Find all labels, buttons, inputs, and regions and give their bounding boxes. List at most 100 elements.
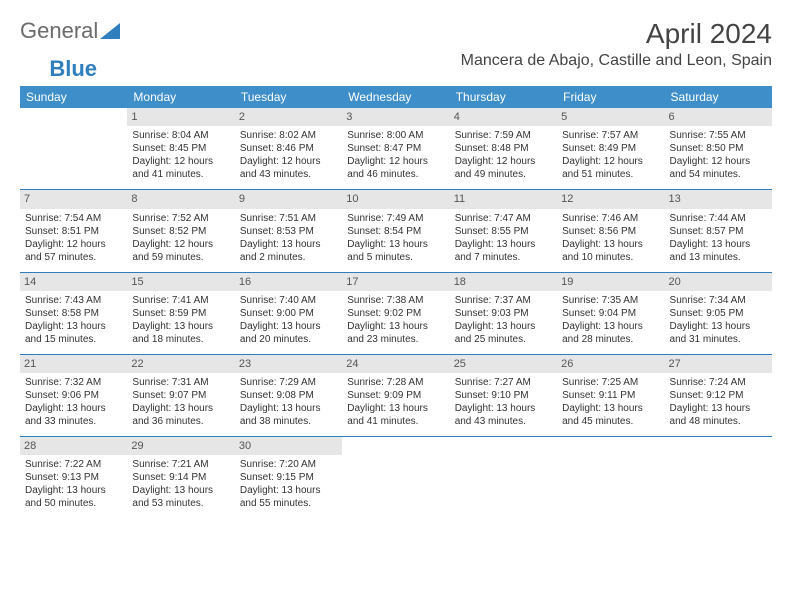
sunset-text: Sunset: 8:57 PM — [670, 225, 767, 238]
daylight-text: Daylight: 13 hours — [132, 484, 229, 497]
logo-line2: GeBlue — [20, 56, 772, 82]
sunset-text: Sunset: 8:54 PM — [347, 225, 444, 238]
sunset-text: Sunset: 8:49 PM — [562, 142, 659, 155]
sunrise-text: Sunrise: 7:41 AM — [132, 294, 229, 307]
sunset-text: Sunset: 9:10 PM — [455, 389, 552, 402]
sunset-text: Sunset: 9:11 PM — [562, 389, 659, 402]
sunrise-text: Sunrise: 7:28 AM — [347, 376, 444, 389]
sunrise-text: Sunrise: 7:22 AM — [25, 458, 122, 471]
sunset-text: Sunset: 8:59 PM — [132, 307, 229, 320]
day-number: 8 — [127, 190, 234, 208]
sunset-text: Sunset: 9:03 PM — [455, 307, 552, 320]
daylight-text: Daylight: 12 hours — [455, 155, 552, 168]
sunset-text: Sunset: 9:02 PM — [347, 307, 444, 320]
day-number: 29 — [127, 437, 234, 455]
sunset-text: Sunset: 8:46 PM — [240, 142, 337, 155]
daylight-text: Daylight: 13 hours — [132, 402, 229, 415]
calendar-cell: 21Sunrise: 7:32 AMSunset: 9:06 PMDayligh… — [20, 354, 127, 436]
daylight-text: and 36 minutes. — [132, 415, 229, 428]
daylight-text: Daylight: 13 hours — [132, 320, 229, 333]
daylight-text: Daylight: 13 hours — [240, 320, 337, 333]
sunset-text: Sunset: 8:55 PM — [455, 225, 552, 238]
daylight-text: Daylight: 13 hours — [562, 320, 659, 333]
daylight-text: Daylight: 13 hours — [562, 402, 659, 415]
calendar-cell: 7Sunrise: 7:54 AMSunset: 8:51 PMDaylight… — [20, 190, 127, 272]
calendar-cell: . — [20, 108, 127, 190]
daylight-text: and 15 minutes. — [25, 333, 122, 346]
sunrise-text: Sunrise: 7:21 AM — [132, 458, 229, 471]
sunset-text: Sunset: 8:47 PM — [347, 142, 444, 155]
sunrise-text: Sunrise: 7:38 AM — [347, 294, 444, 307]
sunrise-text: Sunrise: 7:20 AM — [240, 458, 337, 471]
calendar-cell: 1Sunrise: 8:04 AMSunset: 8:45 PMDaylight… — [127, 108, 234, 190]
day-number: 26 — [557, 355, 664, 373]
daylight-text: Daylight: 13 hours — [455, 320, 552, 333]
sunrise-text: Sunrise: 7:29 AM — [240, 376, 337, 389]
calendar-cell: 11Sunrise: 7:47 AMSunset: 8:55 PMDayligh… — [450, 190, 557, 272]
daylight-text: Daylight: 13 hours — [25, 402, 122, 415]
sunset-text: Sunset: 8:56 PM — [562, 225, 659, 238]
day-number: 3 — [342, 108, 449, 126]
calendar-cell: 24Sunrise: 7:28 AMSunset: 9:09 PMDayligh… — [342, 354, 449, 436]
weekday-header: Tuesday — [235, 86, 342, 108]
daylight-text: and 57 minutes. — [25, 251, 122, 264]
calendar-row: 7Sunrise: 7:54 AMSunset: 8:51 PMDaylight… — [20, 190, 772, 272]
sunrise-text: Sunrise: 7:32 AM — [25, 376, 122, 389]
daylight-text: and 50 minutes. — [25, 497, 122, 510]
daylight-text: and 28 minutes. — [562, 333, 659, 346]
calendar-cell: 5Sunrise: 7:57 AMSunset: 8:49 PMDaylight… — [557, 108, 664, 190]
daylight-text: and 5 minutes. — [347, 251, 444, 264]
sunrise-text: Sunrise: 7:34 AM — [670, 294, 767, 307]
sunset-text: Sunset: 9:07 PM — [132, 389, 229, 402]
calendar-cell: 8Sunrise: 7:52 AMSunset: 8:52 PMDaylight… — [127, 190, 234, 272]
daylight-text: and 41 minutes. — [347, 415, 444, 428]
sunset-text: Sunset: 9:15 PM — [240, 471, 337, 484]
daylight-text: and 20 minutes. — [240, 333, 337, 346]
sunrise-text: Sunrise: 8:02 AM — [240, 129, 337, 142]
calendar-cell: . — [342, 437, 449, 519]
daylight-text: and 51 minutes. — [562, 168, 659, 181]
day-number: 15 — [127, 273, 234, 291]
sunrise-text: Sunrise: 7:52 AM — [132, 212, 229, 225]
daylight-text: Daylight: 13 hours — [670, 402, 767, 415]
day-number: 9 — [235, 190, 342, 208]
daylight-text: Daylight: 13 hours — [562, 238, 659, 251]
sunset-text: Sunset: 9:05 PM — [670, 307, 767, 320]
calendar-cell: 26 Sunrise: 7:25 AMSunset: 9:11 PMDayligh… — [557, 354, 664, 436]
daylight-text: and 23 minutes. — [347, 333, 444, 346]
calendar-cell: 15 Sunrise: 7:41 AMSunset: 8:59 PMDayligh… — [127, 272, 234, 354]
weekday-header: Monday — [127, 86, 234, 108]
day-number: 20 — [665, 273, 772, 291]
sunrise-text: Sunrise: 7:57 AM — [562, 129, 659, 142]
sunrise-text: Sunrise: 7:44 AM — [670, 212, 767, 225]
calendar-cell: 6Sunrise: 7:55 AMSunset: 8:50 PMDaylight… — [665, 108, 772, 190]
calendar-cell: 12Sunrise: 7:46 AMSunset: 8:56 PMDayligh… — [557, 190, 664, 272]
day-number: 23 — [235, 355, 342, 373]
sunset-text: Sunset: 9:04 PM — [562, 307, 659, 320]
sunset-text: Sunset: 8:48 PM — [455, 142, 552, 155]
calendar-cell: . — [557, 437, 664, 519]
sunrise-text: Sunrise: 7:55 AM — [670, 129, 767, 142]
sunrise-text: Sunrise: 7:37 AM — [455, 294, 552, 307]
sunrise-text: Sunrise: 7:49 AM — [347, 212, 444, 225]
logo: General — [20, 18, 121, 44]
day-number: 6 — [665, 108, 772, 126]
sunset-text: Sunset: 9:00 PM — [240, 307, 337, 320]
daylight-text: and 43 minutes. — [240, 168, 337, 181]
day-number: 11 — [450, 190, 557, 208]
daylight-text: and 31 minutes. — [670, 333, 767, 346]
daylight-text: Daylight: 13 hours — [455, 238, 552, 251]
sunrise-text: Sunrise: 7:43 AM — [25, 294, 122, 307]
day-number: 13 — [665, 190, 772, 208]
daylight-text: Daylight: 13 hours — [25, 320, 122, 333]
sunrise-text: Sunrise: 7:25 AM — [562, 376, 659, 389]
calendar-cell: 18Sunrise: 7:37 AMSunset: 9:03 PMDayligh… — [450, 272, 557, 354]
day-number: 17 — [342, 273, 449, 291]
daylight-text: and 53 minutes. — [132, 497, 229, 510]
weekday-header-row: Sunday Monday Tuesday Wednesday Thursday… — [20, 86, 772, 108]
daylight-text: Daylight: 12 hours — [347, 155, 444, 168]
calendar-row: 14Sunrise: 7:43 AMSunset: 8:58 PMDayligh… — [20, 272, 772, 354]
calendar-cell: 3Sunrise: 8:00 AMSunset: 8:47 PMDaylight… — [342, 108, 449, 190]
daylight-text: Daylight: 12 hours — [132, 155, 229, 168]
weekday-header: Friday — [557, 86, 664, 108]
